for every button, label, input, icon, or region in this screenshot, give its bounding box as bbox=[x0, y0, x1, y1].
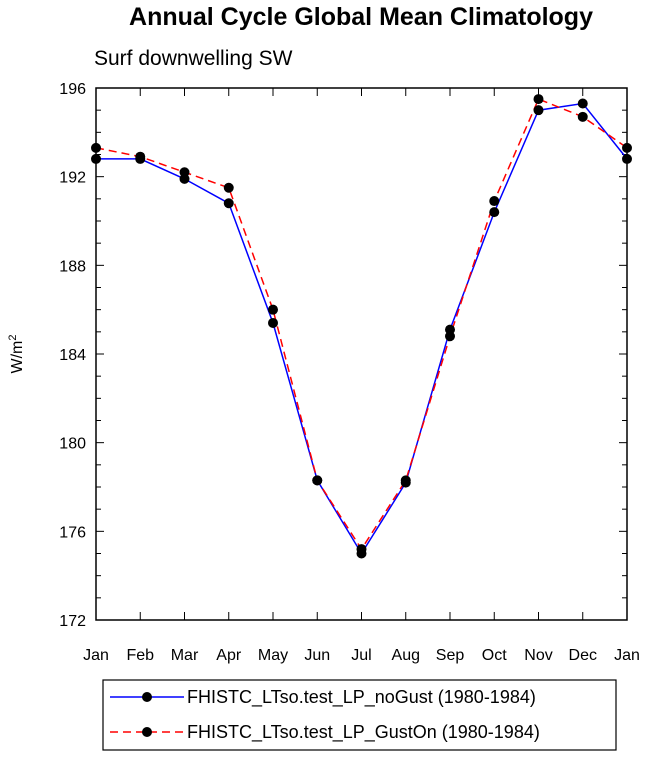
chart-title: Annual Cycle Global Mean Climatology bbox=[129, 3, 593, 31]
x-tick-label: Sep bbox=[436, 647, 465, 664]
legend-label-nogust: FHISTC_LTso.test_LP_noGust (1980-1984) bbox=[187, 687, 536, 708]
series-1-point bbox=[135, 151, 146, 162]
series-1-point bbox=[91, 142, 101, 153]
y-tick-label: 192 bbox=[59, 170, 86, 187]
series-1-point bbox=[445, 331, 455, 342]
y-tick-label: 196 bbox=[59, 81, 86, 98]
x-tick-label: Mar bbox=[171, 647, 199, 664]
x-tick-label: Jul bbox=[351, 647, 371, 664]
series-layer bbox=[91, 94, 632, 559]
series-0-point bbox=[268, 317, 278, 328]
series-0-point bbox=[577, 98, 588, 109]
x-tick-label: Jan bbox=[614, 647, 640, 664]
series-1-point bbox=[577, 111, 588, 122]
y-tick-label: 176 bbox=[59, 524, 86, 541]
x-tick-label: Feb bbox=[126, 647, 154, 664]
series-0-point bbox=[622, 153, 632, 164]
series-1-point bbox=[223, 182, 234, 193]
series-1-point bbox=[533, 94, 544, 105]
series-1-point bbox=[622, 142, 632, 153]
series-line-1 bbox=[95, 98, 628, 551]
y-tick-label: 184 bbox=[59, 347, 86, 364]
x-axis: Jan Feb Mar Apr May Jun Jul Aug Sep Oct Nov Dec Jan bbox=[83, 88, 640, 664]
series-1-point bbox=[400, 475, 411, 486]
legend-item-guston: FHISTC_LTso.test_LP_GustOn (1980-1984) bbox=[110, 722, 540, 743]
y-axis: 172 176 180 184 188 192 196 bbox=[59, 81, 627, 630]
x-tick-label: Nov bbox=[524, 647, 552, 664]
x-tick-label: May bbox=[258, 647, 288, 664]
series-1-point bbox=[312, 475, 323, 486]
y-tick-label: 180 bbox=[59, 436, 86, 453]
x-tick-label: Jan bbox=[83, 647, 109, 664]
y-axis-label: W/m2 bbox=[7, 335, 26, 374]
series-line-0 bbox=[96, 102, 628, 555]
legend-item-nogust: FHISTC_LTso.test_LP_noGust (1980-1984) bbox=[110, 687, 536, 708]
series-1-point bbox=[179, 167, 190, 178]
plot-frame bbox=[95, 87, 628, 621]
legend-label-guston: FHISTC_LTso.test_LP_GustOn (1980-1984) bbox=[187, 722, 540, 743]
series-0-point bbox=[533, 105, 544, 116]
series-1-point bbox=[268, 304, 278, 315]
legend-marker-nogust bbox=[142, 692, 152, 702]
series-1-point bbox=[489, 196, 500, 207]
legend-box bbox=[102, 679, 617, 751]
x-tick-label: Oct bbox=[482, 647, 507, 664]
y-axis-label-superscript: 2 bbox=[7, 335, 19, 341]
x-tick-label: Aug bbox=[392, 647, 420, 664]
series-0-point bbox=[91, 153, 101, 164]
x-tick-label: Apr bbox=[216, 647, 242, 664]
chart-subtitle: Surf downwelling SW bbox=[94, 47, 293, 70]
series-0-point bbox=[223, 198, 234, 209]
series-1-point bbox=[356, 544, 367, 555]
x-tick-label: Jun bbox=[304, 647, 330, 664]
y-tick-label: 188 bbox=[59, 258, 86, 275]
x-tick-label: Dec bbox=[569, 647, 597, 664]
series-0-point bbox=[489, 207, 500, 218]
y-tick-label: 172 bbox=[59, 613, 86, 630]
legend-marker-guston bbox=[142, 727, 152, 737]
